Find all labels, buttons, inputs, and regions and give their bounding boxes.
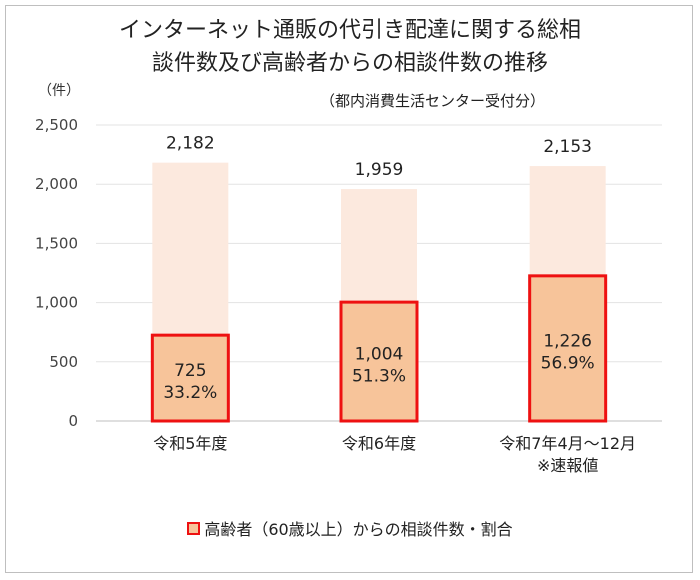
x-tick-label: ※速報値 [537,456,598,475]
x-tick-label: 令和5年度 [153,434,227,453]
data-label-elderly-share: 56.9% [541,353,595,373]
x-tick-label: 令和7年4月～12月 [499,434,636,453]
data-label-elderly-count: 1,004 [355,345,404,365]
y-tick-label: 1,500 [35,234,78,252]
chart-title-line2: 談件数及び高齢者からの相談件数の推移 [151,51,548,76]
data-label-elderly-count: 1,226 [543,331,592,351]
y-axis-unit: （件） [38,83,80,99]
data-label-total: 2,182 [166,134,215,154]
legend: 高齢者（60歳以上）からの相談件数・割合 [0,516,700,540]
chart-title: インターネット通販の代引き配達に関する総相 談件数及び高齢者からの相談件数の推移 [0,14,700,80]
legend-swatch [187,522,201,535]
y-tick-label: 2,000 [35,175,78,193]
x-tick-label: 令和6年度 [342,434,416,453]
data-label-total: 2,153 [543,137,592,157]
bar-elderly [150,333,230,423]
bar-elderly [528,274,608,423]
bar-elderly [339,300,419,423]
data-label-elderly-share: 33.2% [163,383,217,403]
chart-subtitle: （都内消費生活センター受付分） [320,92,546,110]
chart-title-line1: インターネット通販の代引き配達に関する総相 [118,18,581,43]
y-tick-label: 500 [49,353,78,371]
data-label-elderly-share: 51.3% [352,367,406,387]
data-label-total: 1,959 [355,160,404,180]
y-tick-label: 1,000 [35,294,78,312]
legend-label: 高齢者（60歳以上）からの相談件数・割合 [204,520,513,539]
data-label-elderly-count: 725 [174,361,206,381]
y-tick-label: 2,500 [35,116,78,134]
y-tick-label: 0 [68,412,78,430]
